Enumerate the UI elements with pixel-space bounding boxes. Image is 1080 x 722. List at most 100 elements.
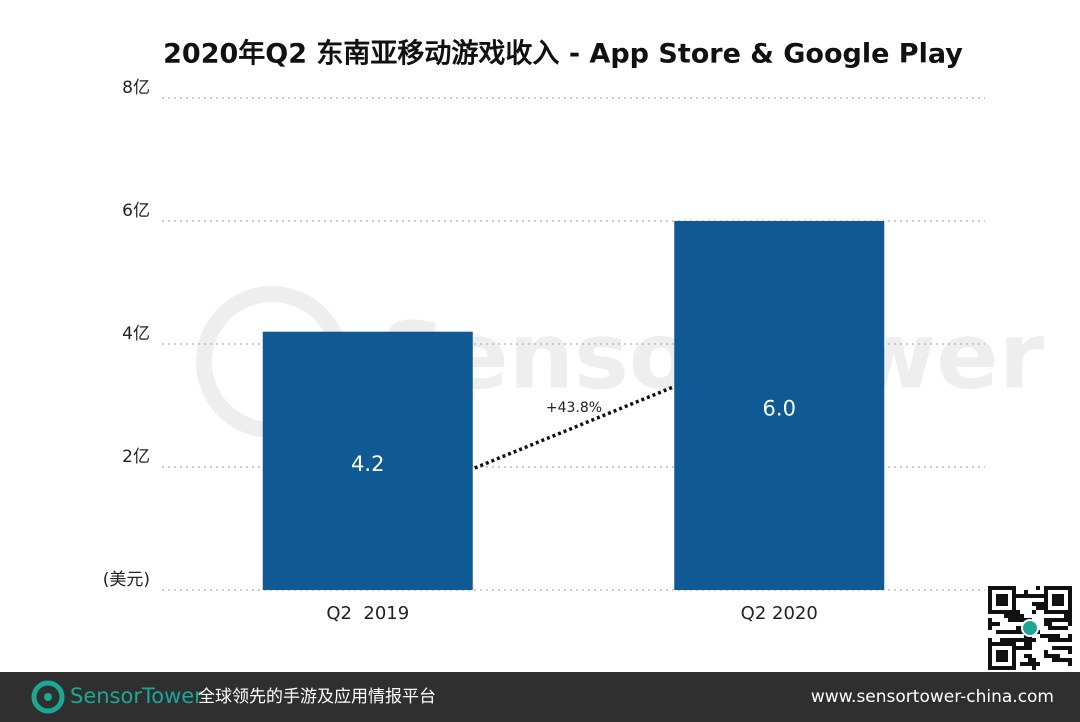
qr-cell (1016, 610, 1020, 614)
qr-cell (1004, 602, 1008, 606)
qr-cell (1008, 638, 1012, 642)
qr-cell (1060, 638, 1064, 642)
qr-cell (1044, 598, 1048, 602)
qr-cell (1012, 650, 1016, 654)
qr-cell (1044, 622, 1048, 626)
qr-cell (992, 666, 996, 670)
qr-cell (1068, 638, 1072, 642)
qr-cell (1036, 594, 1040, 598)
qr-cell (1060, 618, 1064, 622)
qr-cell (1004, 642, 1008, 646)
qr-cell (1004, 630, 1008, 634)
qr-cell (1064, 618, 1068, 622)
qr-cell (1004, 666, 1008, 670)
qr-cell (1048, 586, 1052, 590)
qr-cell (1044, 618, 1048, 622)
qr-cell (1064, 638, 1068, 642)
qr-cell (988, 590, 992, 594)
qr-cell (1024, 642, 1028, 646)
qr-cell (988, 646, 992, 650)
qr-cell (1048, 634, 1052, 638)
qr-cell (1000, 642, 1004, 646)
qr-cell (1044, 654, 1048, 658)
qr-cell (1060, 598, 1064, 602)
qr-cell (1048, 638, 1052, 642)
qr-cell (1056, 618, 1060, 622)
qr-cell (1068, 606, 1072, 610)
qr-cell (1052, 594, 1056, 598)
qr-cell (1012, 662, 1016, 666)
qr-cell (1012, 666, 1016, 670)
qr-cell (1056, 654, 1060, 658)
qr-cell (1068, 594, 1072, 598)
qr-logo (1021, 619, 1039, 637)
qr-cell (1060, 602, 1064, 606)
qr-cell (1012, 602, 1016, 606)
qr-cell (1044, 590, 1048, 594)
qr-cell (1044, 634, 1048, 638)
qr-cell (992, 610, 996, 614)
qr-cell (1012, 638, 1016, 642)
qr-cell (1000, 658, 1004, 662)
qr-cell (1056, 646, 1060, 650)
qr-cell (1064, 586, 1068, 590)
qr-cell (1016, 638, 1020, 642)
qr-cell (1020, 662, 1024, 666)
qr-cell (1052, 634, 1056, 638)
qr-cell (1060, 658, 1064, 662)
qr-cell (988, 658, 992, 662)
qr-cell (1068, 646, 1072, 650)
qr-cell (1036, 662, 1040, 666)
qr-cell (1060, 586, 1064, 590)
qr-cell (1068, 614, 1072, 618)
footer-brand: SensorTower (70, 684, 203, 708)
qr-cell (1020, 618, 1024, 622)
qr-cell (1040, 594, 1044, 598)
qr-cell (1040, 602, 1044, 606)
qr-cell (1052, 646, 1056, 650)
qr-cell (1060, 626, 1064, 630)
qr-cell (1068, 634, 1072, 638)
qr-cell (1012, 642, 1016, 646)
footer-bar (0, 672, 1080, 722)
qr-cell (988, 618, 992, 622)
qr-cell (1036, 586, 1040, 590)
qr-cell (1048, 626, 1052, 630)
qr-cell (1064, 610, 1068, 614)
qr-cell (1024, 654, 1028, 658)
qr-cell (1012, 646, 1016, 650)
qr-cell (1000, 654, 1004, 658)
qr-cell (1008, 630, 1012, 634)
qr-cell (1000, 650, 1004, 654)
qr-cell (996, 630, 1000, 634)
qr-cell (1024, 594, 1028, 598)
y-tick-label: 2亿 (122, 447, 150, 467)
qr-cell (1068, 622, 1072, 626)
qr-cell (1020, 594, 1024, 598)
qr-cell (988, 638, 992, 642)
qr-cell (1016, 626, 1020, 630)
qr-cell (1012, 586, 1016, 590)
footer-slogan: 全球领先的手游及应用情报平台 (198, 687, 436, 707)
qr-cell (1060, 646, 1064, 650)
qr-cell (1020, 638, 1024, 642)
qr-cell (1068, 618, 1072, 622)
qr-cell (1012, 614, 1016, 618)
qr-cell (1044, 606, 1048, 610)
qr-cell (1004, 594, 1008, 598)
qr-cell (988, 598, 992, 602)
qr-cell (1008, 666, 1012, 670)
qr-cell (1040, 634, 1044, 638)
qr-cell (1012, 610, 1016, 614)
qr-cell (1016, 614, 1020, 618)
qr-cell (996, 654, 1000, 658)
qr-cell (996, 610, 1000, 614)
qr-cell (1056, 626, 1060, 630)
qr-cell (1068, 658, 1072, 662)
qr-cell (988, 642, 992, 646)
qr-cell (1004, 654, 1008, 658)
qr-cell (1040, 606, 1044, 610)
qr-cell (1052, 658, 1056, 662)
qr-cell (1036, 602, 1040, 606)
qr-cell (1004, 598, 1008, 602)
